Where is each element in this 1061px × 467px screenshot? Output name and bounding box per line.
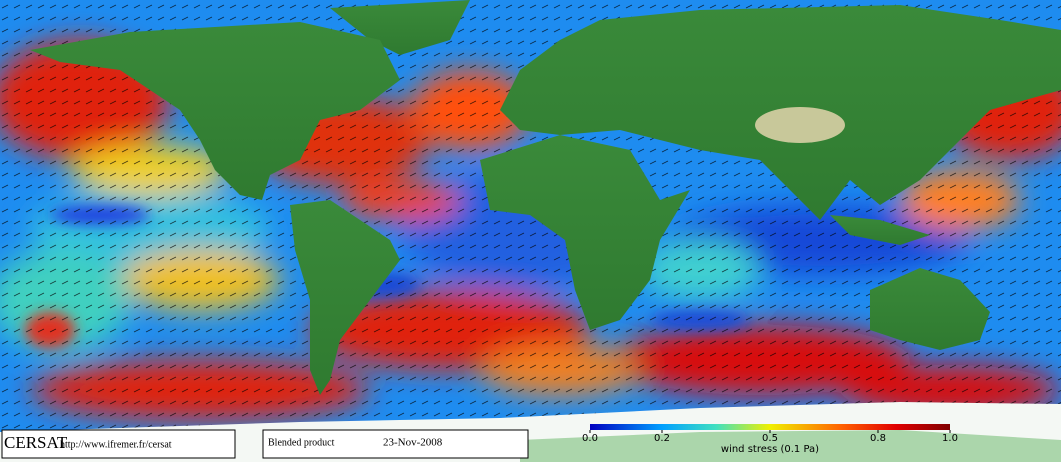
- colorbar-tick-label: 0.5: [762, 433, 778, 444]
- antarctica-land: [520, 430, 1061, 462]
- north-america: [30, 22, 400, 200]
- url: http://www.ifremer.fr/cersat: [60, 439, 172, 450]
- colorbar-label: wind stress (0.1 Pa): [721, 444, 819, 455]
- logo: CERSAT: [4, 433, 68, 452]
- tibet-plateau: [755, 107, 845, 143]
- product-box: [262, 429, 529, 459]
- product: Blended product: [268, 437, 335, 448]
- date: 23-Nov-2008: [383, 437, 443, 449]
- colorbar-tick-label: 0.0: [582, 433, 598, 444]
- australia: [870, 268, 990, 350]
- south-america: [290, 200, 400, 395]
- greenland: [330, 0, 470, 55]
- colorbar-tick-label: 0.2: [654, 433, 670, 444]
- africa: [480, 135, 690, 330]
- colorbar-tick-label: 1.0: [942, 433, 958, 444]
- credit-box: [1, 429, 236, 459]
- colorbar-tick-label: 0.8: [870, 433, 886, 444]
- colorbar: [590, 424, 950, 430]
- indonesia: [830, 215, 930, 245]
